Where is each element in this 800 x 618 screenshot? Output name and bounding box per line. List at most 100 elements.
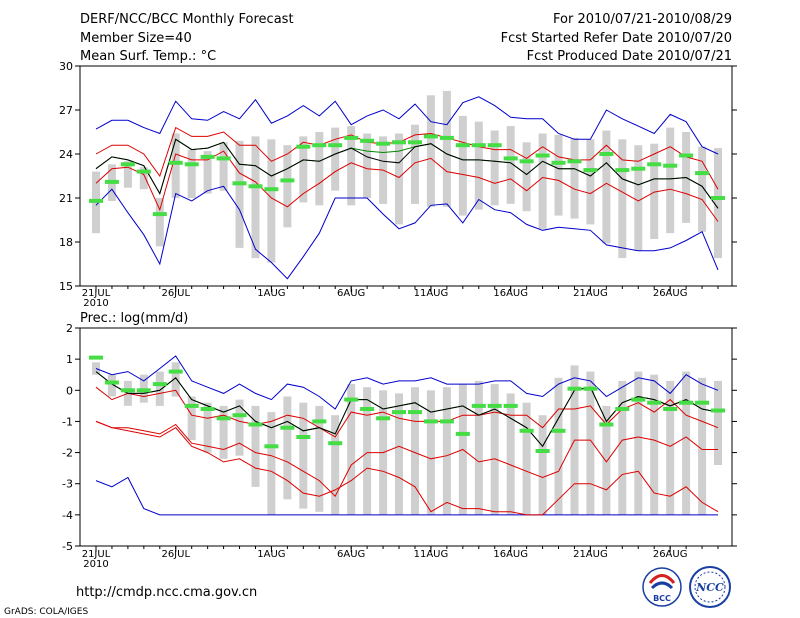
- ensemble-box-day-2: [107, 374, 116, 397]
- forecast-produced-label: Fcst Produced Date 2010/07/21: [527, 49, 732, 64]
- temperature-plot-frame: [79, 65, 733, 287]
- ensemble-marker-day-8: [200, 407, 215, 411]
- temperature-lines: [95, 96, 719, 280]
- series-line-lower: [95, 150, 719, 222]
- ensemble-box-day-6: [171, 362, 180, 397]
- ensemble-marker-day-32: [583, 168, 598, 173]
- ensemble-marker-day-7: [184, 403, 199, 408]
- x-year-label: 2010: [83, 298, 108, 309]
- figure-title: DERF/NCC/BCC Monthly Forecast: [80, 12, 294, 27]
- y-tick-label: 18: [59, 236, 73, 249]
- ensemble-box-day-14: [299, 402, 308, 509]
- x-tick-label: 1AUG: [257, 549, 285, 560]
- ensemble-marker-day-1: [89, 198, 103, 203]
- ensemble-box-day-5: [155, 198, 164, 247]
- y-tick-label: 2: [66, 322, 73, 335]
- precip-chart-title: Prec.: log(mm/d): [80, 311, 188, 326]
- ensemble-marker-day-15: [312, 143, 327, 148]
- ensemble-marker-day-28: [519, 159, 534, 164]
- ensemble-box-day-23: [442, 90, 451, 207]
- y-tick-label: -5: [62, 540, 73, 553]
- series-line-min: [95, 476, 718, 516]
- forecast-period-label: For 2010/07/21-2010/08/29: [553, 12, 732, 27]
- source-url: http://cmdp.ncc.cma.gov.cn: [76, 585, 257, 600]
- ensemble-box-day-22: [426, 95, 435, 207]
- ensemble-marker-day-18: [360, 138, 375, 143]
- ensemble-marker-day-11: [248, 184, 263, 189]
- temperature-y-axis: 15 18 21 24 27 30: [59, 60, 737, 293]
- temperature-markers: [89, 134, 725, 217]
- ensemble-marker-day-4: [136, 388, 151, 393]
- ensemble-box-day-24: [458, 115, 467, 216]
- ensemble-marker-day-27: [503, 156, 518, 161]
- ensemble-box-day-37: [666, 127, 675, 234]
- ensemble-box-day-12: [267, 412, 276, 515]
- precipitation-plot-frame: [79, 327, 733, 547]
- ensemble-marker-day-35: [631, 397, 646, 402]
- bcc-logo-text: BCC: [653, 594, 671, 603]
- ensemble-box-day-23: [442, 387, 451, 515]
- ensemble-box-day-33: [602, 130, 611, 244]
- ensemble-box-day-15: [315, 132, 324, 206]
- grads-credit: GrADS: COLA/IGES: [4, 607, 88, 617]
- ensemble-box-day-26: [490, 130, 499, 206]
- ensemble-box-day-38: [682, 371, 691, 515]
- ensemble-marker-day-23: [439, 419, 454, 424]
- series-line-low: [95, 420, 719, 516]
- ensemble-marker-day-18: [360, 407, 375, 411]
- x-tick-label: 21AUG: [573, 288, 608, 299]
- ensemble-marker-day-5: [152, 382, 167, 387]
- ensemble-marker-day-20: [392, 410, 406, 415]
- series-line-lower: [95, 420, 718, 498]
- x-tick-label: 16AUG: [493, 549, 528, 560]
- ensemble-marker-day-13: [280, 425, 295, 430]
- ensemble-marker-day-12: [264, 444, 279, 449]
- ensemble-marker-day-34: [615, 407, 630, 411]
- ensemble-box-day-29: [538, 133, 547, 229]
- y-tick-label: -2: [62, 447, 73, 460]
- ensemble-marker-day-23: [439, 135, 454, 140]
- ensemble-box-day-8: [203, 402, 212, 453]
- ensemble-marker-day-34: [615, 168, 630, 173]
- variable-label: Mean Surf. Temp.: °C: [80, 49, 216, 64]
- ensemble-marker-day-33: [599, 422, 614, 427]
- ensemble-marker-day-33: [599, 152, 614, 156]
- ensemble-marker-day-28: [519, 428, 534, 433]
- ensemble-box-day-11: [251, 136, 260, 259]
- x-tick-label: 26JUL: [161, 549, 190, 560]
- series-line-max: [95, 355, 719, 410]
- ensemble-marker-day-17: [344, 135, 359, 140]
- ensemble-box-day-18: [363, 133, 372, 198]
- ensemble-marker-day-39: [695, 400, 710, 405]
- temperature-x-axis: 21JUL 26JUL 1AUG 6AUG 11AUG 16AUG 21AUG 26AUG 20…: [82, 286, 719, 309]
- series-line-upper: [95, 386, 719, 438]
- precipitation-x-axis: 21JUL 26JUL 1AUG 6AUG 11AUG 16AUG 21AUG 26AUG 20…: [82, 546, 719, 570]
- ensemble-box-day-15: [315, 405, 324, 512]
- ensemble-marker-day-39: [695, 171, 710, 176]
- x-tick-label: 21JUL: [82, 549, 111, 560]
- ensemble-box-day-13: [283, 145, 292, 228]
- ensemble-marker-day-4: [136, 169, 151, 174]
- ensemble-marker-day-36: [647, 400, 662, 405]
- ensemble-marker-day-3: [120, 162, 135, 167]
- ensemble-box-day-32: [586, 371, 595, 515]
- ensemble-box-day-20: [395, 393, 403, 515]
- ensemble-marker-day-21: [408, 410, 422, 415]
- ensemble-box-day-8: [203, 151, 212, 194]
- ensemble-box-day-26: [490, 384, 499, 515]
- ensemble-box-day-21: [411, 124, 419, 204]
- ensemble-box-day-13: [283, 396, 292, 500]
- y-tick-label: 0: [66, 384, 73, 397]
- ensemble-box-day-39: [698, 377, 707, 515]
- x-tick-label: 21JUL: [82, 288, 111, 299]
- ensemble-box-day-5: [155, 371, 164, 406]
- ensemble-box-day-30: [554, 377, 563, 515]
- ensemble-box-day-16: [331, 415, 340, 515]
- ensemble-marker-day-10: [232, 181, 247, 186]
- ensemble-marker-day-27: [503, 403, 518, 408]
- ensemble-box-day-3: [123, 161, 132, 188]
- ensemble-box-day-22: [426, 390, 435, 515]
- ensemble-box-day-25: [474, 121, 483, 210]
- x-tick-label: 26AUG: [653, 549, 688, 560]
